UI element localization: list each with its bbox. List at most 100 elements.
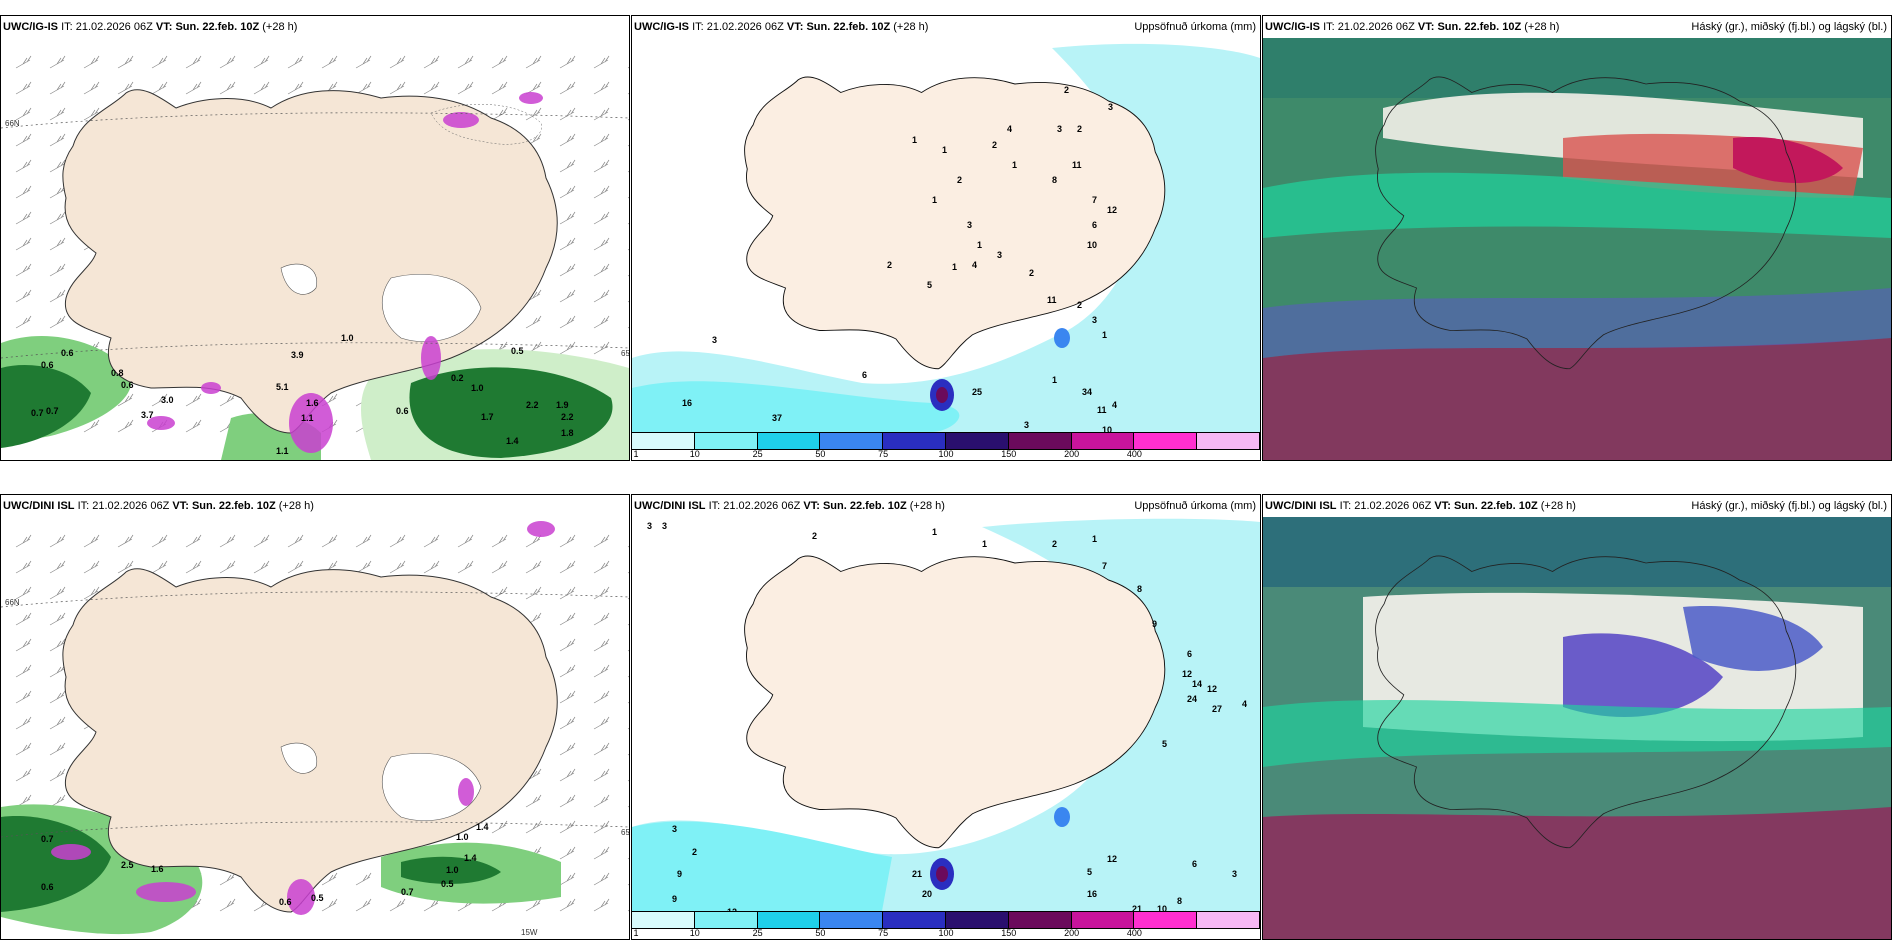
value-label: 3.9 — [291, 350, 304, 360]
value-label: 1.4 — [506, 436, 519, 446]
colorbar-swatch — [1008, 433, 1072, 449]
wind-barb — [593, 185, 610, 199]
value-label: 4 — [972, 260, 977, 270]
precip-max-core — [936, 387, 948, 403]
value-label: 3 — [967, 220, 972, 230]
wind-barb — [49, 81, 66, 95]
wind-barb — [185, 534, 202, 548]
iceland-land — [62, 568, 558, 913]
wind-barb — [49, 534, 66, 548]
wind-precip-panel-igis: UWC/IG-IS IT: 21.02.2026 06Z VT: Sun. 22… — [0, 15, 630, 461]
value-label: 3 — [1092, 315, 1097, 325]
init-time: 21.02.2026 06Z — [75, 21, 153, 33]
iceland-outline — [1375, 76, 1797, 370]
colorbar: 1 10 25 50 75 100 150 200 400 — [632, 432, 1260, 460]
init-time: 21.02.2026 06Z — [706, 21, 784, 33]
iceland-land — [744, 76, 1166, 370]
valid-time: Sun. 22.feb. 10Z — [822, 500, 907, 512]
wind-barb — [559, 664, 576, 678]
graticule — [1, 821, 629, 838]
value-label: 12 — [1107, 205, 1117, 215]
accum-precip-panel-igis: UWC/IG-IS IT: 21.02.2026 06Z VT: Sun. 22… — [631, 15, 1261, 461]
wind-barb — [355, 872, 372, 886]
model-name: UWC/IG-IS — [1265, 21, 1320, 33]
value-label: 12 — [1107, 854, 1117, 864]
precip-area — [632, 43, 1260, 432]
colorbar-swatch — [632, 912, 695, 928]
precip-area — [632, 518, 1260, 911]
colorbar-swatch — [1071, 433, 1135, 449]
value-label: 3 — [662, 521, 667, 531]
value-label: 0.7 — [31, 408, 44, 418]
value-label: 6 — [1092, 220, 1097, 230]
wind-barb — [287, 55, 304, 69]
value-labels: 3321121789612142412275432991221201651221… — [647, 521, 1247, 911]
panel-header: UWC/IG-IS IT: 21.02.2026 06Z VT: Sun. 22… — [632, 16, 1260, 38]
value-label: 1 — [932, 527, 937, 537]
cloud-mixed — [1263, 288, 1891, 358]
wind-barb — [593, 159, 610, 173]
wind-barb — [117, 419, 134, 433]
wind-barb — [389, 898, 406, 912]
wind-barb — [559, 638, 576, 652]
colorbar-swatch — [1134, 912, 1198, 928]
value-label: 4 — [1007, 124, 1012, 134]
precip-cell — [527, 521, 555, 537]
wind-barb — [559, 820, 576, 834]
map-svg — [1263, 517, 1891, 939]
wind-barb — [151, 55, 168, 69]
wind-barb — [525, 560, 542, 574]
wind-barb — [49, 289, 66, 303]
value-label: 1.9 — [556, 400, 569, 410]
value-label: 10 — [1157, 904, 1167, 911]
colorbar-tick-label: 200 — [1064, 928, 1080, 938]
accum-precip-map: 3321121789612142412275432991221201651221… — [632, 517, 1260, 911]
map-svg: 3321121789612142412275432991221201651221… — [632, 517, 1260, 911]
vt-label: VT: — [172, 500, 189, 512]
wind-barb — [389, 534, 406, 548]
cloud-low — [1263, 338, 1891, 460]
value-label: 0.6 — [121, 380, 134, 390]
precip-cell — [136, 882, 196, 902]
wind-barb — [559, 263, 576, 277]
cloud-map — [1263, 38, 1891, 460]
wind-barb — [15, 133, 32, 147]
colorbar-ticks: 1 10 25 50 75 100 150 200 400 — [632, 449, 1260, 460]
wind-barb — [491, 81, 508, 95]
wind-barb — [117, 534, 134, 548]
value-label: 8 — [1137, 584, 1142, 594]
graticule — [1, 591, 629, 608]
colorbar-swatches — [632, 432, 1260, 450]
wind-barb — [15, 768, 32, 782]
wind-barb — [355, 55, 372, 69]
wind-barb — [15, 81, 32, 95]
vt-label: VT: — [786, 21, 804, 33]
value-label: 9 — [677, 869, 682, 879]
cloud-high-core — [1733, 137, 1843, 183]
value-label: 10 — [1102, 425, 1112, 432]
value-label: 2 — [1052, 539, 1057, 549]
wind-barb — [355, 534, 372, 548]
lat-label: 65N — [621, 828, 629, 837]
value-label: 1 — [977, 240, 982, 250]
wind-barb — [593, 794, 610, 808]
wind-barb — [15, 534, 32, 548]
model-name: UWC/IG-IS — [634, 21, 689, 33]
value-label: 6 — [862, 370, 867, 380]
wind-barb — [423, 534, 440, 548]
wind-barb — [593, 211, 610, 225]
value-label: 2 — [1029, 268, 1034, 278]
wind-barb — [49, 638, 66, 652]
value-label: 2.5 — [121, 860, 134, 870]
value-label: 1.1 — [301, 413, 314, 423]
cloud-map — [1263, 517, 1891, 939]
value-label: 3 — [1108, 102, 1113, 112]
wind-barb — [15, 211, 32, 225]
colorbar-tick-label: 100 — [938, 928, 954, 938]
panel-header: UWC/IG-IS IT: 21.02.2026 06Z VT: Sun. 22… — [1, 16, 629, 38]
wind-barb — [457, 55, 474, 69]
wind-barb — [457, 81, 474, 95]
value-labels: 0.6 0.6 0.7 0.7 3.7 3.0 0.6 0.8 1.1 1.0 0.5 0.2 2.2 1… — [31, 333, 574, 456]
